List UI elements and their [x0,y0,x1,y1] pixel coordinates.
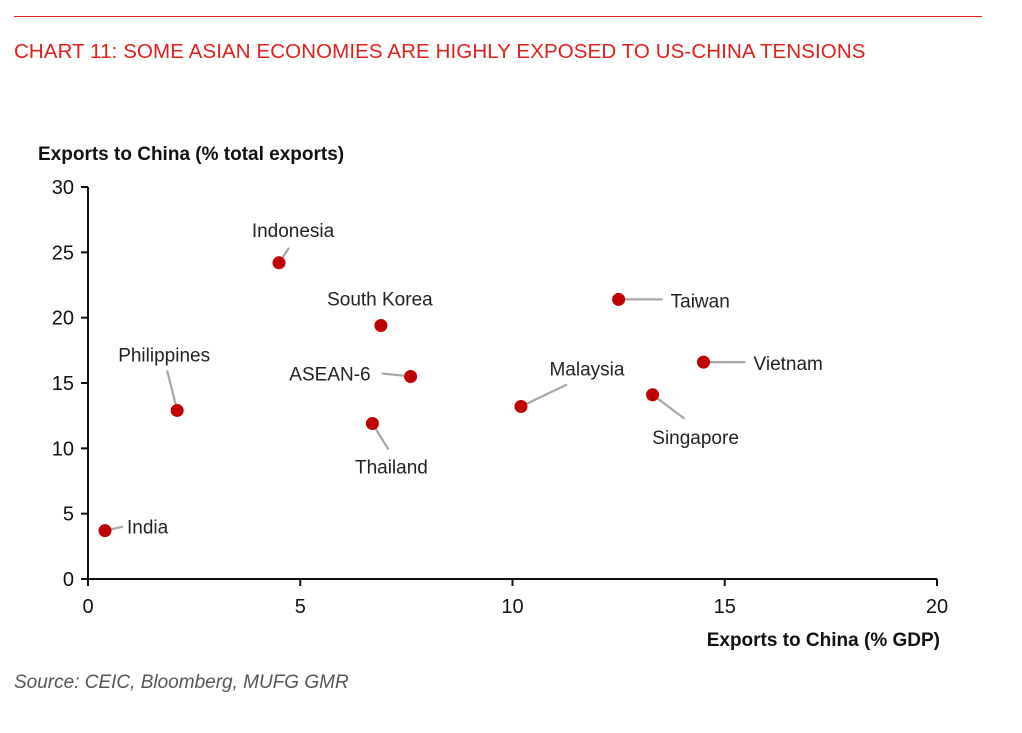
point-malaysia [514,400,528,414]
point-vietnam [697,355,711,369]
source-note: Source: CEIC, Bloomberg, MUFG GMR [14,672,349,693]
leader-line-philippines [166,370,179,411]
title-rule [14,16,982,17]
label-thailand: Thailand [355,458,428,479]
label-asean-6: ASEAN-6 [289,364,370,385]
label-taiwan: Taiwan [671,291,730,312]
point-indonesia [272,256,286,270]
x-tick-label: 10 [501,596,523,618]
y-axis-title: Exports to China (% total exports) [38,144,344,165]
label-india: India [127,518,169,539]
point-south-korea [374,319,388,333]
point-india [98,524,112,538]
x-tick-label: 0 [82,596,93,618]
label-singapore: Singapore [652,428,739,449]
y-tick-label: 5 [63,504,74,526]
x-tick-label: 20 [926,596,948,618]
leader-line-singapore [651,393,686,420]
label-indonesia: Indonesia [252,221,335,242]
point-singapore [646,388,660,402]
point-philippines [170,403,184,417]
point-asean-6 [404,369,418,383]
label-philippines: Philippines [118,345,210,366]
x-tick-label: 15 [714,596,736,618]
y-tick-label: 15 [52,373,74,395]
x-tick-label: 5 [295,596,306,618]
point-thailand [365,417,379,431]
label-vietnam: Vietnam [754,354,823,375]
label-south-korea: South Korea [327,290,433,311]
y-tick-label: 10 [52,438,74,460]
y-tick-label: 30 [52,177,74,199]
leader-line-malaysia [520,383,568,408]
label-malaysia: Malaysia [549,360,624,381]
axes: 0 5 10 15 20 25 30 0 5 10 15 20 [52,177,948,618]
chart-title: CHART 11: SOME ASIAN ECONOMIES ARE HIGHL… [14,40,866,63]
data-points [98,256,711,538]
point-labels: Indonesia South Korea Taiwan Vietnam Philipp… [118,221,823,539]
y-tick-label: 20 [52,308,74,330]
point-taiwan [612,292,626,306]
y-tick-label: 25 [52,242,74,264]
x-axis-title: Exports to China (% GDP) [707,630,940,651]
y-tick-label: 0 [63,569,74,591]
